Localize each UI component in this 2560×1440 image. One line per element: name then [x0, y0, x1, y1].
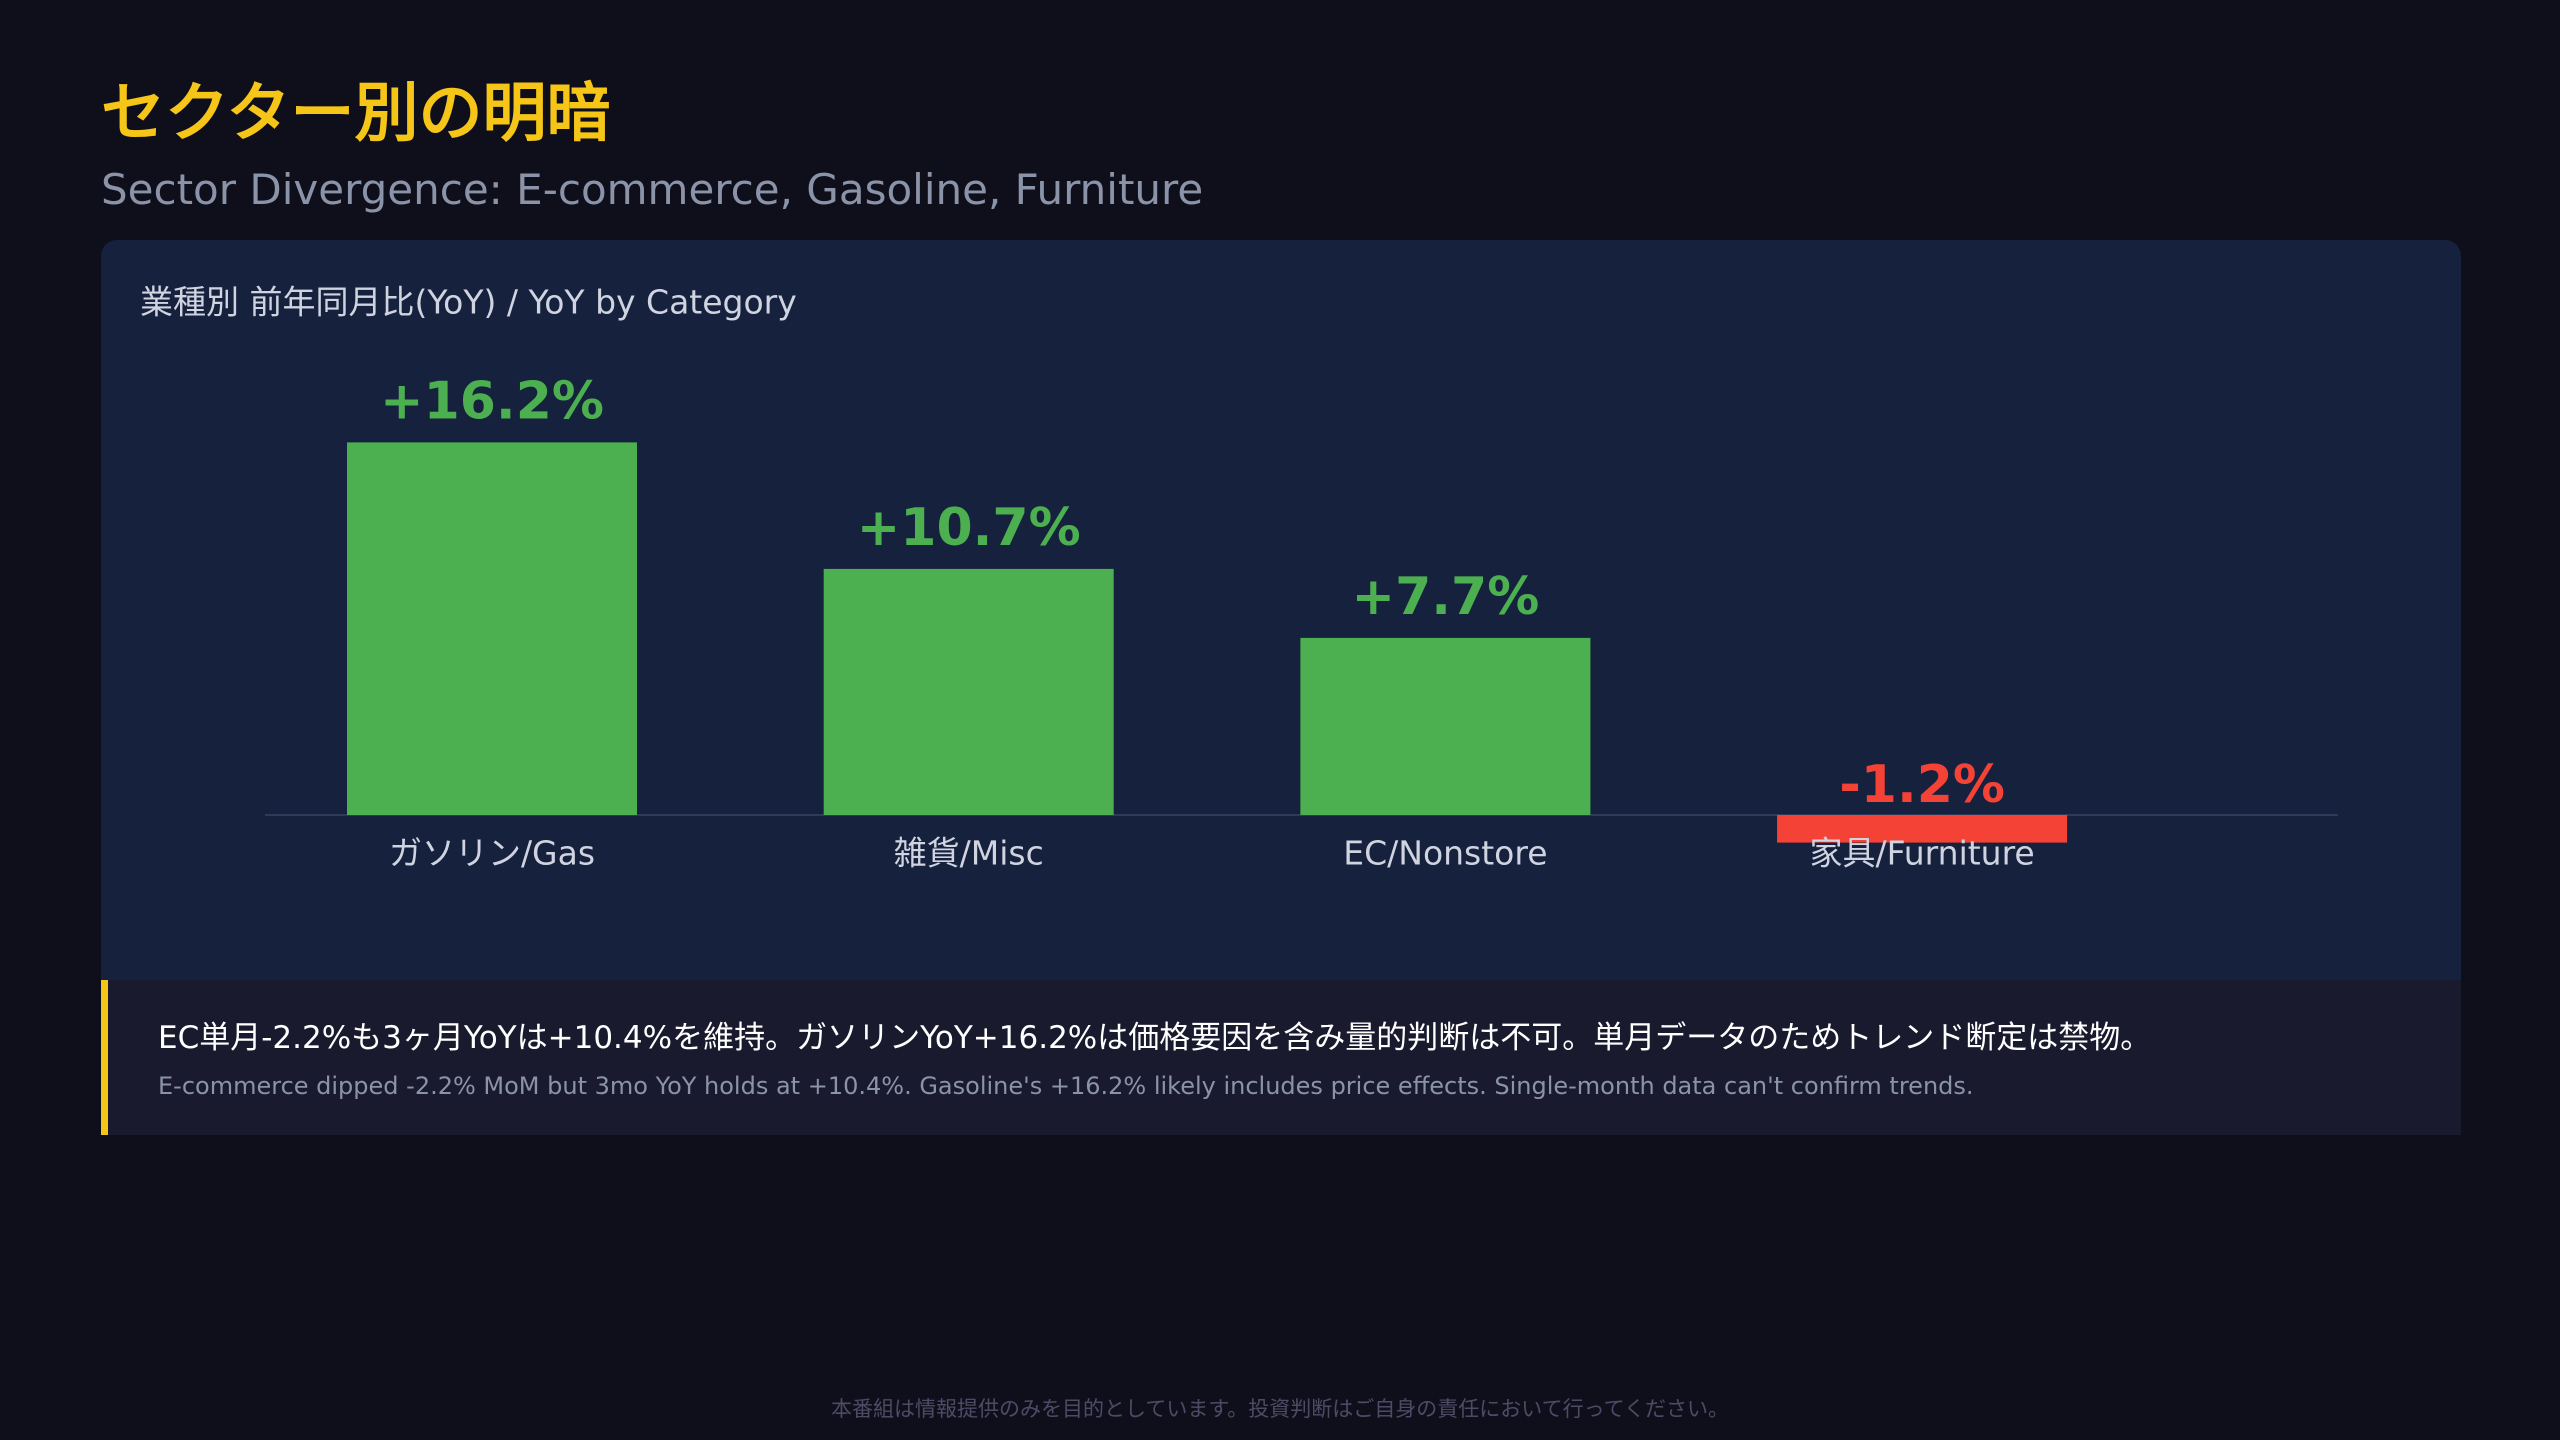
note-subtext: E-commerce dipped -2.2% MoM but 3mo YoY …: [158, 1072, 1974, 1100]
x-tick-label: 家具/Furniture: [1809, 834, 2034, 873]
bar: [823, 568, 1114, 815]
bar: [1777, 815, 2068, 843]
page-subtitle: Sector Divergence: E-commerce, Gasoline,…: [101, 165, 1204, 214]
value-label: +16.2%: [380, 371, 604, 431]
page-title: セクター別の明暗: [101, 77, 611, 151]
x-tick-label: ガソリン/Gas: [389, 834, 595, 873]
value-label: +7.7%: [1352, 567, 1540, 627]
bar: [1300, 637, 1591, 815]
note-text: EC単月-2.2%も3ヶ月YoYは+10.4%を維持。ガソリンYoY+16.2%…: [158, 1020, 2152, 1056]
footer: 本番組は情報提供のみを目的としています。投資判断はご自身の責任において行ってくだ…: [831, 1397, 1729, 1421]
value-label: -1.2%: [1839, 755, 2005, 815]
x-tick-label: EC/Nonstore: [1343, 834, 1547, 873]
x-tick-label: 雑貨/Misc: [894, 834, 1044, 873]
value-label: +10.7%: [857, 498, 1081, 558]
note-box: EC単月-2.2%も3ヶ月YoYは+10.4%を維持。ガソリンYoY+16.2%…: [101, 980, 2461, 1135]
chart-title: 業種別 前年同月比(YoY) / YoY by Category: [140, 283, 797, 322]
bar: [347, 442, 637, 815]
